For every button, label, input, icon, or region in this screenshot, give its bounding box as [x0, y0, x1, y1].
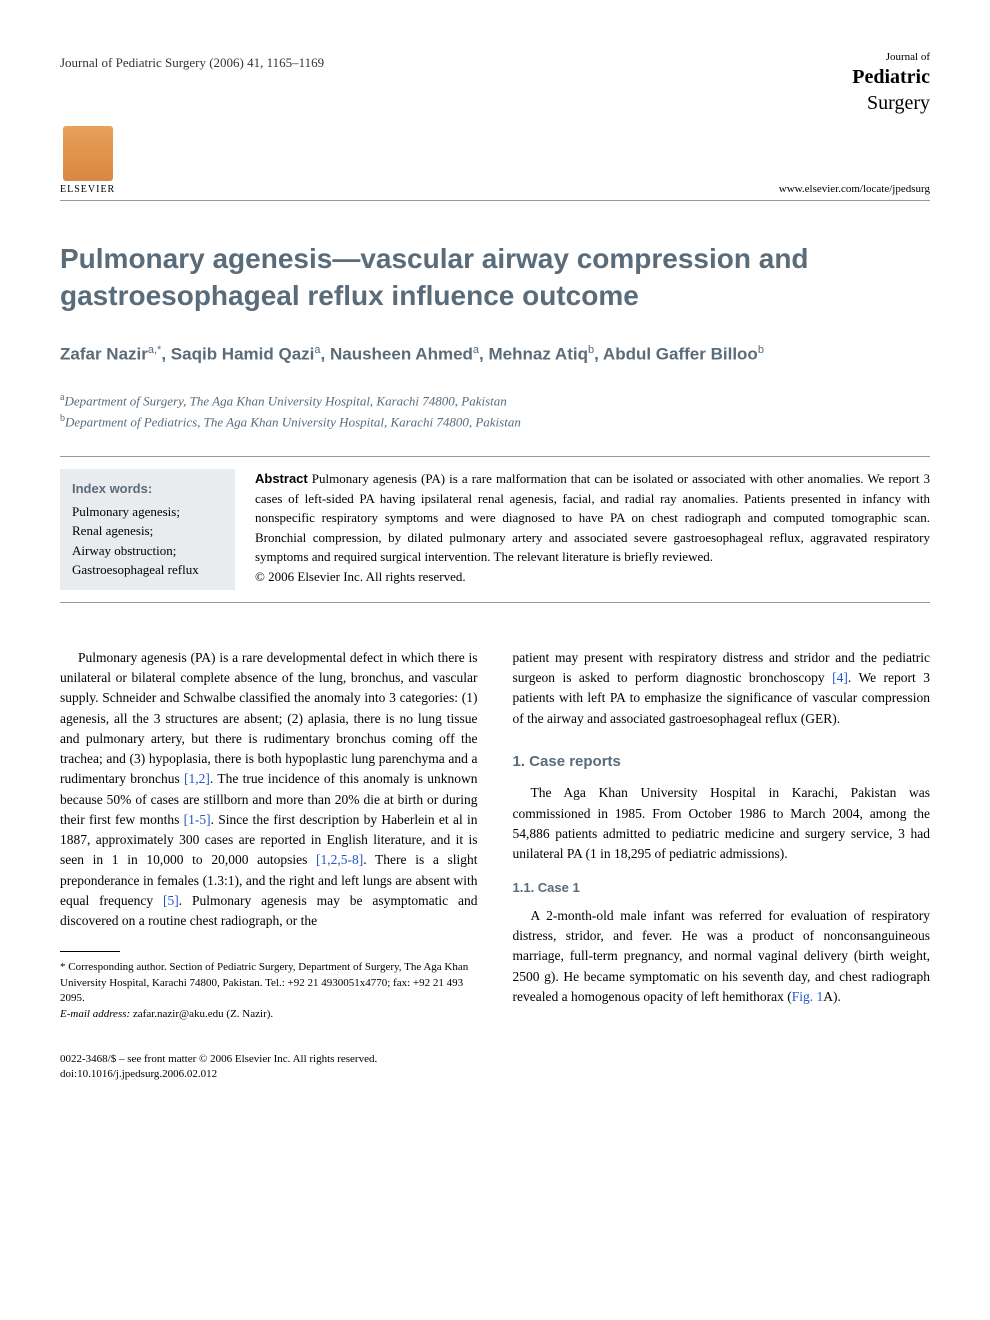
abstract-label: Abstract: [255, 471, 308, 486]
abstract-block: Index words: Pulmonary agenesis; Renal a…: [60, 456, 930, 603]
journal-citation: Journal of Pediatric Surgery (2006) 41, …: [60, 50, 324, 71]
journal-logo: Journal of Pediatric Surgery: [852, 50, 930, 116]
doi-line: doi:10.1016/j.jpedsurg.2006.02.012: [60, 1067, 930, 1082]
index-words-title: Index words:: [72, 479, 223, 499]
figure-ref-link[interactable]: Fig. 1: [792, 989, 824, 1004]
elsevier-label: ELSEVIER: [60, 184, 115, 195]
bottom-info: 0022-3468/$ – see front matter © 2006 El…: [60, 1052, 930, 1083]
subsection-heading: 1.1. Case 1: [513, 878, 931, 898]
authors: Zafar Nazira,*, Saqib Hamid Qazia, Naush…: [60, 344, 930, 365]
index-item: Renal agenesis;: [72, 521, 223, 541]
section-heading: 1. Case reports: [513, 751, 931, 774]
email-address[interactable]: zafar.nazir@aku.edu (Z. Nazir).: [130, 1008, 273, 1020]
journal-name-large: Pediatric: [852, 64, 930, 90]
ref-link[interactable]: [1-5]: [184, 812, 211, 827]
body-paragraph: The Aga Khan University Hospital in Kara…: [513, 783, 931, 864]
index-item: Pulmonary agenesis;: [72, 502, 223, 522]
journal-name-small: Journal of: [852, 50, 930, 64]
ref-link[interactable]: [1,2]: [184, 771, 210, 786]
index-words: Index words: Pulmonary agenesis; Renal a…: [60, 469, 235, 590]
left-column: Pulmonary agenesis (PA) is a rare develo…: [60, 648, 478, 1022]
journal-name-sub: Surgery: [852, 90, 930, 116]
right-column: patient may present with respiratory dis…: [513, 648, 931, 1022]
ref-link[interactable]: [4]: [832, 670, 848, 685]
index-item: Airway obstruction;: [72, 541, 223, 561]
body-paragraph: Pulmonary agenesis (PA) is a rare develo…: [60, 648, 478, 932]
ref-link[interactable]: [1,2,5-8]: [316, 852, 363, 867]
body-paragraph: A 2-month-old male infant was referred f…: [513, 906, 931, 1007]
elsevier-logo: ELSEVIER: [60, 126, 115, 195]
issn-line: 0022-3468/$ – see front matter © 2006 El…: [60, 1052, 930, 1067]
journal-url[interactable]: www.elsevier.com/locate/jpedsurg: [779, 183, 930, 195]
article-title: Pulmonary agenesis—vascular airway compr…: [60, 241, 930, 314]
footnote-divider: [60, 951, 120, 952]
body-paragraph: patient may present with respiratory dis…: [513, 648, 931, 729]
body-columns: Pulmonary agenesis (PA) is a rare develo…: [60, 648, 930, 1022]
corresponding-author-footnote: * Corresponding author. Section of Pedia…: [60, 960, 478, 1022]
index-item: Gastroesophageal reflux: [72, 560, 223, 580]
affiliations: aDepartment of Surgery, The Aga Khan Uni…: [60, 390, 930, 432]
elsevier-tree-icon: [63, 126, 113, 181]
abstract-copyright: © 2006 Elsevier Inc. All rights reserved…: [255, 569, 466, 584]
ref-link[interactable]: [5]: [163, 893, 179, 908]
email-label: E-mail address:: [60, 1008, 130, 1020]
abstract-text: Abstract Pulmonary agenesis (PA) is a ra…: [255, 469, 930, 590]
